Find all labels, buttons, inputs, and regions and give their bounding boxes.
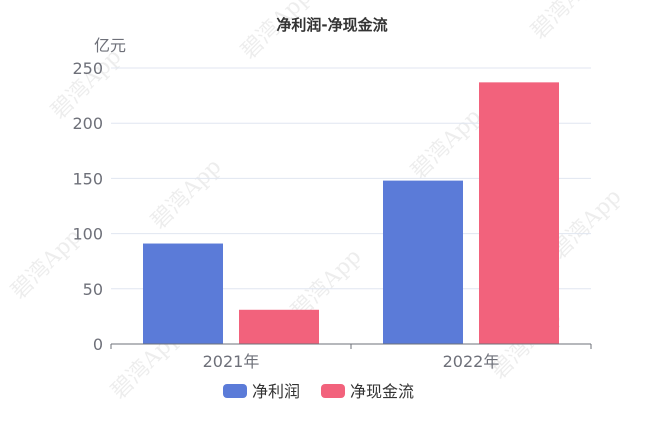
y-tick-label: 100 — [72, 225, 103, 244]
legend-label: 净现金流 — [350, 382, 414, 401]
bar-net-cash-flow — [479, 82, 559, 345]
x-axis-ticks: 2021年 2022年 — [110, 344, 592, 371]
y-tick-label: 250 — [72, 59, 103, 78]
y-axis-ticks: 0 50 100 150 200 250 — [72, 59, 103, 354]
legend: 净利润 净现金流 — [223, 382, 414, 401]
legend-swatch — [223, 384, 247, 398]
legend-swatch — [321, 384, 345, 398]
watermark-text: 碧湾App — [47, 44, 127, 124]
bar-net-cash-flow — [239, 309, 319, 344]
watermark-text: 碧湾App — [527, 0, 607, 44]
y-tick-label: 150 — [72, 169, 103, 188]
y-axis-unit: 亿元 — [94, 36, 126, 55]
y-tick-label: 200 — [72, 114, 103, 133]
watermark-text: 碧湾App — [147, 154, 227, 234]
legend-label: 净利润 — [252, 382, 300, 401]
y-tick-label: 0 — [93, 335, 103, 354]
bar-net-profit — [143, 243, 223, 344]
chart-title: 净利润-净现金流 — [276, 16, 387, 34]
x-tick-label: 2022年 — [443, 352, 500, 371]
x-tick-label: 2021年 — [203, 352, 260, 371]
bar-marks — [143, 82, 559, 345]
watermark-text: 碧湾App — [407, 104, 487, 184]
bar-net-profit — [383, 180, 463, 344]
y-tick-label: 50 — [83, 280, 103, 299]
